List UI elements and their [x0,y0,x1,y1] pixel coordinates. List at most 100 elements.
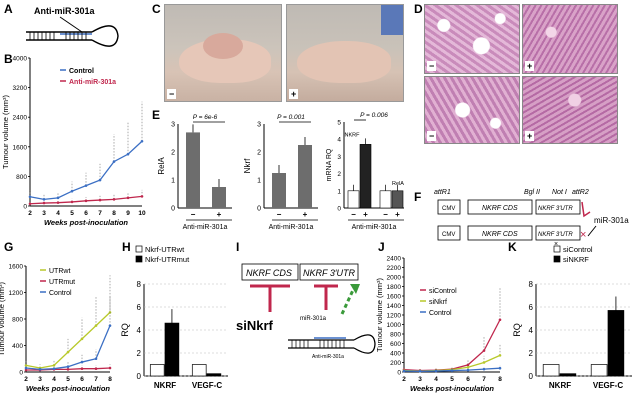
y-tick-label: 800 [390,332,401,339]
data-point [66,368,70,371]
bar [298,145,312,208]
data-point [140,195,144,198]
x-tick-label: 5 [70,210,74,217]
cds-box-bottom [467,225,533,241]
data-point [98,178,102,182]
data-point [94,357,98,361]
y-tick-label: 6 [137,303,142,312]
data-point [466,365,470,369]
cmv-box-bottom [437,225,461,241]
x-tick-label: NKRF [549,381,571,390]
legend-swatch [553,245,561,253]
group-label: RelA [392,181,404,187]
data-point [66,365,70,368]
panel-f-constructs: attR1 Bgl II Not I attR2 CMV NKRF CDS NK… [434,189,629,248]
p-value: P = 6e-6 [193,114,218,121]
data-point [482,367,486,371]
x-tick-label: − [383,210,388,219]
y-tick-label: 2000 [387,275,402,282]
y-tick-label: 2 [529,349,534,358]
block-x: × [580,229,586,241]
bar [272,173,286,208]
y-tick-label: 2 [337,171,341,178]
y-axis-label: RQ [120,323,130,337]
data-point [94,324,98,327]
x-tick-label: 8 [112,210,116,217]
series-line [25,311,111,369]
x-tick-label: 10 [138,210,146,217]
y-tick-label: 4000 [13,56,28,63]
data-point [84,184,88,187]
x-tick-label: 4 [434,376,438,383]
data-point [84,199,88,203]
y-tick-label: 1600 [9,264,24,271]
chart-j-tumour-volume: 0 200 400 600 800 1000 1200 1400 1600 1800 2000 220… [375,256,502,394]
tumour-mass [203,33,243,59]
y-tick-label: 200 [390,360,401,367]
y-tick-label: 1 [257,178,261,185]
cmv-label: CMV [442,206,455,212]
y-tick-label: 1600 [387,294,402,301]
legend-swatch [553,255,561,263]
data-point [108,324,112,327]
y-tick-label: 0 [171,206,175,213]
y-tick-label: 1800 [387,284,402,291]
y-tick-label: 0 [529,372,534,381]
mir-label: miR-301a [594,216,629,225]
panel-label-c: C [152,2,161,16]
y-tick-label: 3200 [13,85,28,92]
data-point [70,189,74,193]
legend-label: UTRwt [49,268,70,275]
cds-label: NKRF CDS [482,231,518,238]
y-axis-label: Tumour volume (mm³) [0,282,6,356]
x-tick-label: 3 [418,376,422,383]
cmv-box-top [437,199,461,215]
y-tick-label: 1 [171,178,175,185]
data-point [112,198,116,201]
data-point [126,196,130,200]
data-point [70,200,74,204]
nkrf-cds-label: NKRF CDS [246,268,292,278]
bgl-label: Bgl II [524,189,540,196]
data-point [466,363,470,367]
data-point [28,195,32,199]
bar [607,310,625,377]
y-tick-label: 0 [23,204,27,211]
legend-label: Nkrf-UTRmut [145,255,190,264]
cds-label: NKRF CDS [482,205,518,212]
y-tick-label: 600 [390,341,401,348]
x-tick-label: + [395,210,400,219]
y-tick-label: 1600 [13,144,28,151]
y-tick-label: 1400 [387,303,402,310]
series-line [403,319,501,372]
x-tick-label: 8 [498,376,502,383]
y-tick-label: 2400 [387,256,402,263]
data-point [24,368,28,372]
data-point [94,367,98,370]
x-tick-label: 8 [108,376,112,383]
x-axis-label: Weeks post-inoculation [410,384,494,393]
panel-a-hairpin: Anti-miR-301a [26,6,119,47]
x-tick-label: 6 [84,210,88,217]
y-tick-label: 4 [137,326,142,335]
x-tick-label: − [191,210,196,219]
histology-br: + [522,76,618,144]
y-tick-label: 0 [337,206,341,213]
y-tick-label: 2 [137,349,142,358]
data-point [28,202,32,206]
y-tick-label: 4 [337,137,341,144]
x-tick-label: 4 [56,210,60,217]
x-tick-label: 6 [466,376,470,383]
data-point [482,349,486,352]
data-point [56,201,60,204]
x-tick-label: − [351,210,356,219]
x-tick-label: 5 [66,376,70,383]
legend-label: siNkrf [429,299,447,306]
data-point [108,366,112,370]
data-point [24,364,28,367]
histo-sign: + [525,61,535,71]
y-tick-label: 0 [137,372,142,381]
data-point [418,369,422,373]
attr2-label: attR2 [572,189,589,196]
